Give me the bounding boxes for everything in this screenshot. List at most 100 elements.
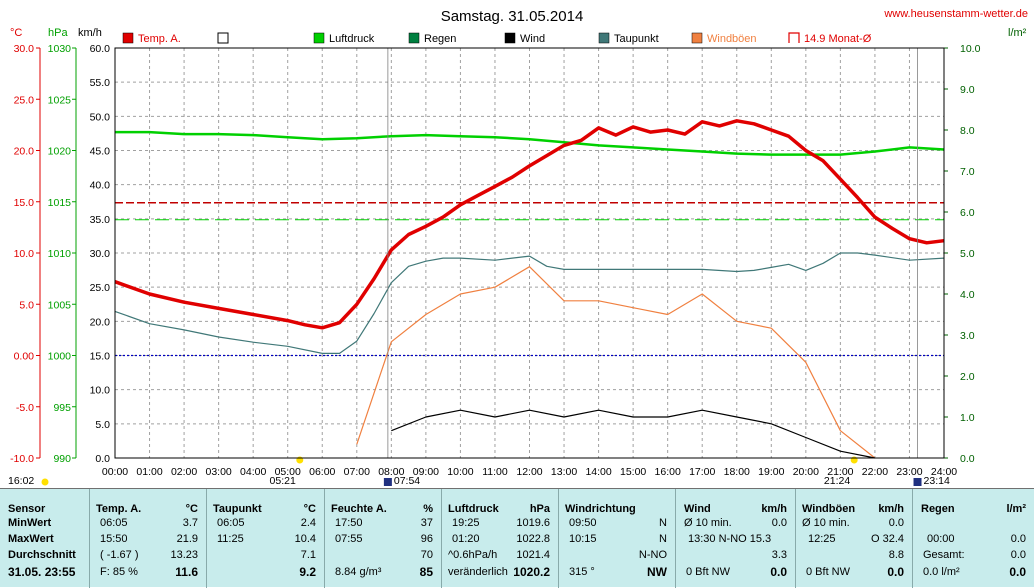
legend-swatch	[313, 32, 325, 44]
x-tick-label: 18:00	[724, 466, 750, 478]
row-label-avg: Durchschnitt	[8, 549, 76, 561]
col-humidity: Feuchte A.% 17:50 37 07:55 96 70 8.84 g/m³…	[325, 489, 442, 588]
rain-total-value: 0.0	[1010, 549, 1026, 561]
moonrise-label: 07:54	[394, 475, 420, 487]
press-min-value: 1019.6	[516, 517, 550, 529]
legend-swatch	[691, 32, 703, 44]
dew-min-value: 2.4	[300, 517, 316, 529]
wind-tick-label: 5.0	[95, 419, 110, 431]
wind-tick-label: 30.0	[90, 248, 111, 260]
legend-swatch	[217, 32, 229, 44]
gust-min-label: Ø 10 min.	[802, 517, 850, 529]
rain-max-value: 0.0	[1010, 533, 1026, 545]
rain-total-label: Gesamt:	[923, 549, 965, 561]
gust-beaufort: 0 Bft NW	[806, 566, 851, 578]
legend-label: Regen	[424, 33, 456, 45]
temp-current-value: 11.6	[175, 565, 198, 579]
site-url[interactable]: www.heusenstamm-wetter.de	[883, 8, 1028, 20]
row-label-current: 31.05. 23:55	[8, 565, 76, 579]
wind-tick-label: 60.0	[90, 43, 111, 55]
series-line-temp-a-	[114, 119, 945, 330]
hdr-dew-unit: °C	[303, 503, 316, 515]
moonset-label: 23:14	[924, 475, 950, 487]
hum-absolute: 8.84 g/m³	[335, 566, 382, 578]
rain-tick-label: 10.0	[960, 43, 981, 55]
rain-tick-label: 0.0	[960, 453, 975, 465]
x-tick-label: 15:00	[620, 466, 646, 478]
temp-avg-value: 13.23	[170, 549, 198, 561]
temp-max-time: 15:50	[100, 533, 128, 545]
pressure-tick-label: 1000	[48, 351, 72, 363]
legend-label: Temp. A.	[138, 33, 181, 45]
temp-tick-label: -10.0	[10, 453, 34, 465]
weather-chart: Samstag. 31.05.2014 www.heusenstamm-wett…	[8, 8, 1028, 487]
dew-current-value: 9.2	[299, 565, 316, 579]
dir-min-value: N	[659, 517, 667, 529]
rain-tick-label: 1.0	[960, 412, 975, 424]
wind-tick-label: 15.0	[90, 351, 111, 363]
x-tick-label: 11:00	[482, 466, 508, 478]
wind-tick-label: 35.0	[90, 214, 111, 226]
pressure-tick-label: 1025	[48, 94, 72, 106]
temp-current-humidity: F: 85 %	[100, 566, 138, 578]
wind-tick-label: 40.0	[90, 180, 111, 192]
wind-tick-label: 25.0	[90, 282, 111, 294]
legend-swatch	[788, 32, 800, 43]
chart-title: Samstag. 31.05.2014	[441, 8, 584, 25]
legend-swatch	[598, 32, 610, 44]
wind-beaufort: 0 Bft NW	[686, 566, 731, 578]
press-max-value: 1022.8	[516, 533, 550, 545]
wind-avg-value: 3.3	[771, 549, 787, 561]
hdr-humidity: Feuchte A.	[331, 503, 387, 515]
temp-tick-label: 0.00	[14, 351, 35, 363]
wind-tick-label: 55.0	[90, 77, 111, 89]
dir-current-value: NW	[647, 565, 667, 579]
press-forecast: veränderlich	[448, 566, 508, 578]
temp-min-time: 06:05	[100, 517, 128, 529]
dir-degrees: 315 °	[569, 566, 595, 578]
col-temp: Temp. A. °C 06:05 3.7 15:50 21.9 ( -1.67 ) 1…	[90, 489, 207, 588]
press-min-time: 19:25	[452, 517, 480, 529]
moon-icon	[383, 478, 392, 486]
press-current-value: 1020.2	[513, 565, 550, 579]
x-tick-label: 21:00	[827, 466, 853, 478]
gust-max-time: 12:25	[808, 533, 836, 545]
dir-max-time: 10:15	[569, 533, 597, 545]
dir-max-value: N	[659, 533, 667, 545]
col-rain: Regen l/m² 00:00 0.0 Gesamt: 0.0 0.0 l/m² 0.…	[913, 489, 1034, 588]
row-label-max: MaxWert	[8, 533, 54, 545]
press-max-time: 01:20	[452, 533, 480, 545]
sunset-label: 21:24	[824, 475, 850, 487]
rain-unit-label: l/m²	[1008, 27, 1027, 39]
legend: Temp. A. Luftdruck Regen Wind Taupunkt Windbö…	[122, 32, 872, 45]
sun-icon	[41, 478, 49, 486]
temp-tick-label: 5.0	[19, 299, 34, 311]
dew-max-time: 11:25	[217, 533, 244, 545]
legend-label: 14.9 Monat-Ø	[804, 33, 872, 45]
axes: 00:00 01:00 02:00 03:00 04:00 05:00 06:00 07:00…	[10, 43, 981, 478]
stats-table: Sensor MinWert MaxWert Durchschnitt 31.0…	[0, 488, 1034, 588]
sunrise-label: 05:21	[270, 475, 296, 487]
wind-min-label: Ø 10 min.	[684, 517, 732, 529]
wind-tick-label: 45.0	[90, 146, 111, 158]
hdr-wind-unit: km/h	[761, 503, 787, 515]
rain-tick-label: 7.0	[960, 166, 975, 178]
col-wind: Wind km/h Ø 10 min. 0.0 13:30 N-NO 15.3 3.…	[676, 489, 796, 588]
pressure-tick-label: 1010	[48, 248, 72, 260]
x-tick-label: 02:00	[171, 466, 197, 478]
plot-frame	[114, 47, 945, 459]
hdr-wind-direction: Windrichtung	[565, 503, 636, 515]
temp-tick-label: 30.0	[14, 43, 35, 55]
x-tick-label: 12:00	[516, 466, 542, 478]
temp-min-value: 3.7	[182, 517, 198, 529]
wind-tick-label: 20.0	[90, 316, 111, 328]
x-tick-label: 06:00	[309, 466, 335, 478]
rain-current-value: 0.0	[1009, 565, 1026, 579]
col-sensor: Sensor MinWert MaxWert Durchschnitt 31.0…	[0, 489, 90, 588]
rain-current-amount: 0.0 l/m²	[923, 566, 960, 578]
hdr-sensor: Sensor	[8, 503, 46, 515]
legend-label: Taupunkt	[614, 33, 659, 45]
wind-unit-label: km/h	[78, 27, 102, 39]
pressure-tick-label: 1030	[48, 43, 72, 55]
wind-max-detail: 13:30 N-NO 15.3	[688, 533, 772, 545]
